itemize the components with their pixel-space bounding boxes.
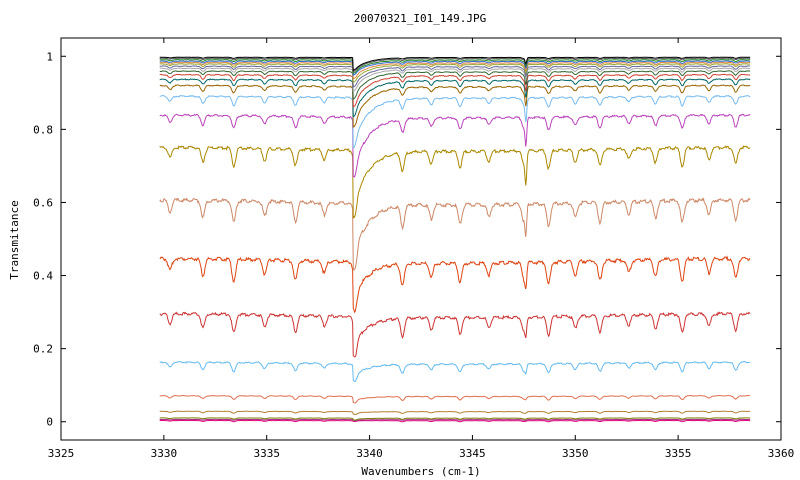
spectrum-series-line bbox=[159, 145, 751, 219]
y-tick-label: 0 bbox=[46, 416, 53, 429]
spectrum-series-line bbox=[159, 410, 751, 415]
spectrum-series-line bbox=[159, 78, 751, 118]
series-lines bbox=[159, 56, 751, 423]
y-tick-label: 0.8 bbox=[33, 123, 53, 136]
spectrum-series-line bbox=[159, 311, 751, 358]
y-tick-label: 1 bbox=[46, 50, 53, 63]
x-tick-label: 3330 bbox=[151, 447, 178, 460]
spectrum-series-line bbox=[159, 73, 751, 108]
spectrum-series-line bbox=[159, 94, 751, 149]
spectrum-series-line bbox=[159, 65, 751, 88]
spectrum-series-line bbox=[159, 60, 751, 76]
spectrum-series-line bbox=[159, 59, 751, 75]
spectrum-series-line bbox=[159, 63, 751, 83]
y-axis-ticks: 0 0.2 0.4 0.6 0.8 1 bbox=[33, 50, 781, 429]
spectrum-series-line bbox=[159, 56, 751, 72]
spectrum-series-line bbox=[159, 360, 751, 383]
plot-frame bbox=[60, 37, 782, 441]
y-tick-label: 0.6 bbox=[33, 196, 53, 209]
x-axis-ticks: 3325 3330 3335 3340 3345 3350 3355 3360 bbox=[48, 38, 795, 460]
spectrum-series-line bbox=[159, 255, 751, 314]
spectrum-series-line bbox=[159, 57, 751, 73]
spectrum-series-line bbox=[159, 419, 751, 423]
chart-title: 20070321_I01_149.JPG bbox=[354, 12, 486, 25]
spectrum-series-line bbox=[159, 394, 751, 404]
spectrum-series-line bbox=[159, 418, 751, 422]
y-tick-label: 0.2 bbox=[33, 343, 53, 356]
x-tick-label: 3335 bbox=[253, 447, 280, 460]
spectrum-series-line bbox=[159, 84, 751, 128]
spectrum-series-line bbox=[159, 417, 751, 421]
x-tick-label: 3325 bbox=[48, 447, 75, 460]
x-axis-label: Wavenumbers (cm-1) bbox=[361, 465, 480, 478]
spectrum-series-line bbox=[159, 70, 751, 101]
x-tick-label: 3340 bbox=[356, 447, 383, 460]
spectrum-series-line bbox=[159, 197, 751, 272]
x-tick-label: 3355 bbox=[665, 447, 692, 460]
x-tick-label: 3360 bbox=[768, 447, 795, 460]
spectrum-series-line bbox=[159, 113, 751, 178]
y-tick-label: 0.4 bbox=[33, 270, 53, 283]
x-tick-label: 3345 bbox=[459, 447, 486, 460]
spectrum-series-line bbox=[159, 67, 751, 92]
x-tick-label: 3350 bbox=[562, 447, 589, 460]
spectrum-series-line bbox=[159, 61, 751, 80]
y-axis-label: Transmitance bbox=[8, 200, 21, 279]
